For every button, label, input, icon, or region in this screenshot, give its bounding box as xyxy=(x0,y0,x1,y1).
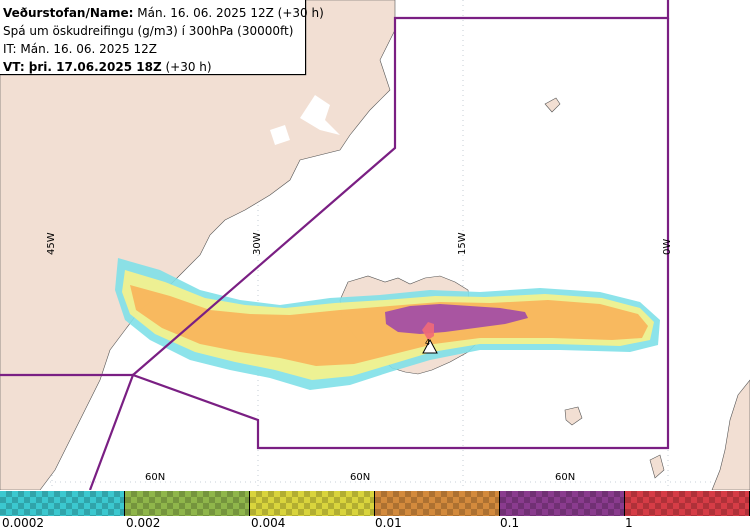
product-line: Spá um öskudreifingu (g/m3) í 300hPa (30… xyxy=(3,24,294,38)
legend-tick-label: 0.004 xyxy=(251,516,286,530)
issuer-line: Veðurstofan/Name: Mán. 16. 06. 2025 12Z … xyxy=(3,6,324,20)
legend-tick-label: 0.1 xyxy=(500,516,520,530)
greenland-fjord xyxy=(270,125,290,145)
island-small xyxy=(649,454,665,479)
legend-tick-label: 0.0002 xyxy=(2,516,44,530)
concentration-legend: 0.0002 0.002 0.004 0.01 0.1 1 xyxy=(0,490,750,532)
lon-label-15w: 15W xyxy=(457,232,468,255)
legend-swatch-olive xyxy=(125,491,250,516)
legend-tick-label: 1 xyxy=(625,516,633,530)
legend-tick-label: 0.002 xyxy=(126,516,161,530)
plume-purple-layer xyxy=(385,304,528,334)
legend-tick-label: 0.01 xyxy=(375,516,402,530)
legend-swatch-yellow xyxy=(250,491,375,516)
volcano-label: 4 xyxy=(425,338,430,347)
issue-time-line: IT: Mán. 16. 06. 2025 12Z xyxy=(3,42,157,56)
valid-time-line: VT: þri. 17.06.2025 18Z (+30 h) xyxy=(3,60,212,74)
lon-label-45w: 45W xyxy=(46,232,57,255)
greenland-fjord xyxy=(300,95,340,135)
legend-swatch-cyan xyxy=(0,491,125,516)
fir-boundary-east xyxy=(88,18,670,490)
fir-boundary-west xyxy=(0,0,670,377)
legend-swatch-purple xyxy=(500,491,625,516)
plume-red-layer xyxy=(422,322,434,340)
lat-label-60n: 60N xyxy=(145,472,166,483)
island-small xyxy=(544,97,561,113)
ash-dispersion-map: 4 xyxy=(0,0,750,490)
lon-label-0w: 0W xyxy=(662,238,673,255)
volcano-marker-icon xyxy=(422,338,438,354)
forecast-info-box: Veðurstofan/Name: Mán. 16. 06. 2025 12Z … xyxy=(0,0,324,75)
legend-swatch-orange xyxy=(375,491,500,516)
legend-swatch-red xyxy=(625,491,750,516)
greenland-landmass xyxy=(0,0,396,490)
lat-label-60n: 60N xyxy=(350,472,371,483)
lat-label-60n: 60N xyxy=(555,472,576,483)
lon-label-30w: 30W xyxy=(252,232,263,255)
norway-landmass xyxy=(711,379,750,490)
island-small xyxy=(564,406,583,426)
